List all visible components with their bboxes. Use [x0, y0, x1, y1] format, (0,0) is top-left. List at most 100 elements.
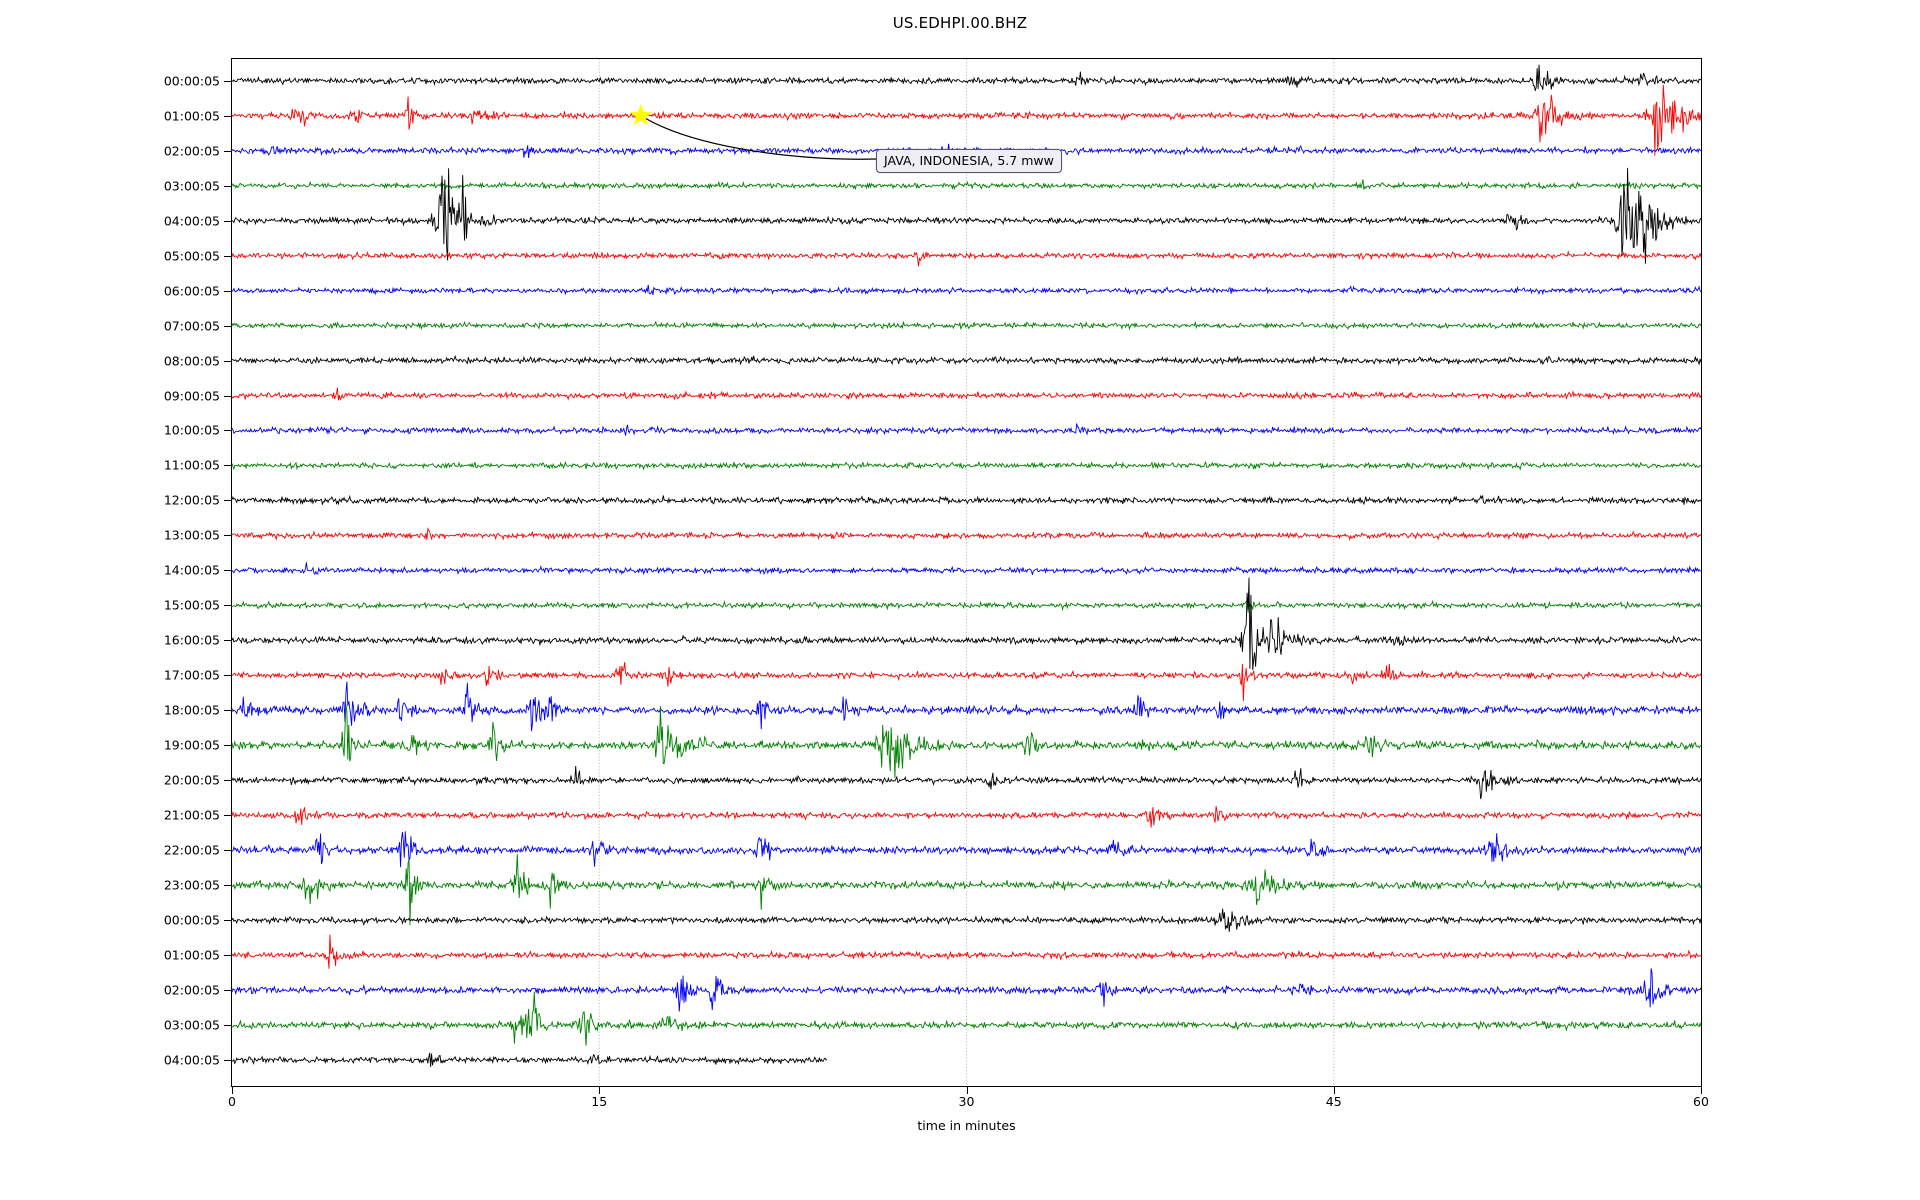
y-axis-tick-label: 22:00:05	[163, 842, 220, 858]
waveform-trace	[232, 527, 1701, 542]
y-axis-tick-label: 12:00:05	[163, 492, 220, 508]
waveform-trace	[232, 662, 1701, 702]
y-axis-tick-mark	[224, 850, 231, 852]
waveform-trace	[232, 494, 1701, 506]
x-axis-tick-label: 30	[958, 1094, 975, 1109]
waveform-trace	[232, 908, 1701, 932]
y-axis-tick-label: 03:00:05	[163, 1017, 220, 1033]
y-axis-tick-label: 02:00:05	[163, 982, 220, 998]
y-axis-tick-label: 04:00:05	[163, 213, 220, 229]
y-axis-tick-mark	[224, 920, 231, 922]
y-axis-tick-label: 10:00:05	[163, 422, 220, 438]
y-axis-tick-mark	[224, 885, 231, 887]
y-axis-tick-label: 01:00:05	[163, 108, 220, 124]
x-axis-tick-mark	[1333, 1087, 1335, 1094]
y-axis-tick-label: 05:00:05	[163, 248, 220, 264]
waveform-trace	[232, 991, 1701, 1046]
waveform-trace	[232, 284, 1701, 296]
y-axis-tick-label: 21:00:05	[163, 807, 220, 823]
y-axis-tick-mark	[224, 780, 231, 782]
waveform-trace	[232, 250, 1701, 267]
y-axis-tick-mark	[224, 1025, 231, 1027]
y-axis-tick-mark	[224, 710, 231, 712]
y-axis-tick-label: 09:00:05	[163, 388, 220, 403]
waveform-trace	[232, 320, 1701, 331]
x-axis-tick-label: 0	[228, 1094, 236, 1109]
waveform-trace	[232, 460, 1701, 471]
x-axis-tick-label: 60	[1693, 1094, 1709, 1109]
y-axis-tick-label: 19:00:05	[163, 737, 220, 753]
earthquake-star-marker	[629, 103, 653, 126]
y-axis-tick-label: 11:00:05	[163, 457, 220, 473]
y-axis-tick-label: 14:00:05	[163, 562, 220, 578]
earthquake-annotation-label: JAVA, INDONESIA, 5.7 mww	[876, 149, 1062, 173]
waveform-trace	[232, 704, 1701, 779]
waveform-trace	[232, 599, 1701, 613]
y-axis-tick-mark	[224, 220, 231, 222]
waveform-trace	[232, 1052, 828, 1068]
y-axis-tick-label: 02:00:05	[163, 143, 220, 159]
y-axis-tick-mark	[224, 80, 231, 82]
waveform-trace	[232, 84, 1701, 156]
waveform-trace	[232, 354, 1701, 366]
x-axis-label: time in minutes	[917, 1118, 1016, 1133]
y-axis-tick-label: 01:00:05	[163, 947, 220, 963]
waveform-trace	[232, 968, 1701, 1012]
y-axis-tick-label: 07:00:05	[163, 318, 220, 334]
waveform-trace	[232, 167, 1701, 264]
x-axis-tick-mark	[1701, 1087, 1702, 1094]
waveform-trace	[232, 831, 1701, 868]
y-axis-tick-mark	[224, 640, 231, 642]
y-axis-tick-mark	[224, 605, 231, 607]
y-axis-tick-mark	[224, 360, 231, 362]
waveform-trace	[232, 577, 1701, 671]
waveform-trace	[232, 806, 1701, 828]
y-axis-tick-label: 18:00:05	[163, 702, 220, 718]
y-axis-tick-mark	[224, 570, 231, 572]
y-axis-tick-mark	[224, 500, 231, 502]
x-axis-tick-label: 15	[591, 1094, 608, 1109]
waveform-trace	[232, 64, 1701, 91]
annotation-leader-line	[640, 115, 877, 160]
y-axis-tick-mark	[224, 395, 231, 397]
y-axis-tick-label: 03:00:05	[163, 178, 220, 194]
y-axis-tick-label: 16:00:05	[163, 632, 220, 648]
y-axis-tick-label: 23:00:05	[163, 877, 220, 893]
waveform-trace	[232, 387, 1701, 401]
plot-area	[231, 58, 1702, 1087]
waveform-trace	[232, 854, 1701, 925]
waveform-trace	[232, 423, 1701, 436]
y-axis-tick-label: 15:00:05	[163, 597, 220, 613]
y-axis-tick-mark	[224, 115, 231, 117]
page-title: US.EDHPI.00.BHZ	[892, 14, 1028, 32]
y-axis-tick-mark	[224, 185, 231, 187]
y-axis-tick-mark	[224, 990, 231, 992]
y-axis-tick-mark	[224, 1060, 231, 1062]
y-axis-tick-mark	[224, 675, 231, 677]
y-axis-tick-label: 20:00:05	[163, 772, 220, 788]
y-axis-tick-label: 00:00:05	[163, 912, 220, 928]
x-axis-tick-label: 45	[1325, 1094, 1342, 1109]
x-axis-tick-mark	[232, 1087, 233, 1094]
y-axis-tick-label: 13:00:05	[163, 527, 220, 543]
y-axis-tick-mark	[224, 290, 231, 292]
y-axis-tick-label: 04:00:05	[163, 1052, 220, 1068]
waveform-trace	[232, 765, 1701, 800]
y-axis-tick-label: 06:00:05	[163, 283, 220, 299]
y-axis-tick-mark	[224, 325, 231, 327]
x-axis-tick-mark	[599, 1087, 601, 1094]
y-axis-tick-mark	[224, 535, 231, 537]
y-axis-tick-mark	[224, 955, 231, 957]
y-axis-tick-mark	[224, 255, 231, 257]
y-axis-tick-mark	[224, 150, 231, 152]
y-axis-tick-label: 08:00:05	[163, 353, 220, 369]
waveform-trace	[232, 562, 1701, 576]
waveform-traces	[232, 59, 1701, 1086]
y-axis-tick-mark	[224, 745, 231, 747]
y-axis-tick-label: 17:00:05	[163, 667, 220, 683]
waveform-trace	[232, 179, 1701, 191]
y-axis-tick-mark	[224, 430, 231, 432]
waveform-trace	[232, 681, 1701, 732]
x-axis-tick-mark	[966, 1087, 968, 1094]
